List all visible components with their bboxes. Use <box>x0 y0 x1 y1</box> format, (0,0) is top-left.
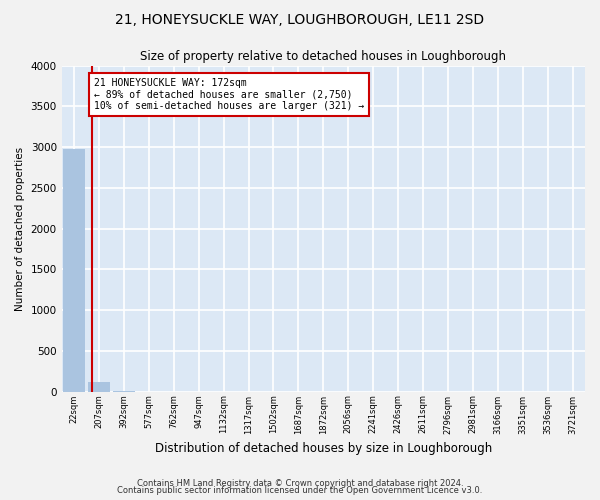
Text: Contains public sector information licensed under the Open Government Licence v3: Contains public sector information licen… <box>118 486 482 495</box>
Text: 21 HONEYSUCKLE WAY: 172sqm
← 89% of detached houses are smaller (2,750)
10% of s: 21 HONEYSUCKLE WAY: 172sqm ← 89% of deta… <box>94 78 364 111</box>
Bar <box>63 148 85 392</box>
Text: 21, HONEYSUCKLE WAY, LOUGHBOROUGH, LE11 2SD: 21, HONEYSUCKLE WAY, LOUGHBOROUGH, LE11 … <box>115 12 485 26</box>
Text: Contains HM Land Registry data © Crown copyright and database right 2024.: Contains HM Land Registry data © Crown c… <box>137 478 463 488</box>
X-axis label: Distribution of detached houses by size in Loughborough: Distribution of detached houses by size … <box>155 442 492 455</box>
Title: Size of property relative to detached houses in Loughborough: Size of property relative to detached ho… <box>140 50 506 63</box>
Y-axis label: Number of detached properties: Number of detached properties <box>15 146 25 310</box>
Bar <box>88 382 110 392</box>
